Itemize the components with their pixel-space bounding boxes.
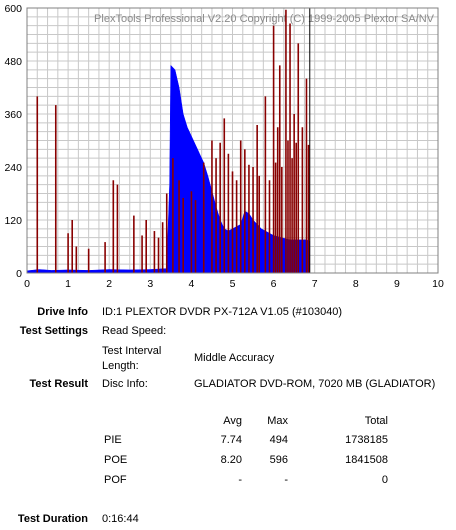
drive-info-label: Drive Info (37, 306, 88, 318)
table-row-pie-avg: 7.74 (220, 434, 242, 446)
test-interval-value: Middle Accuracy (194, 352, 275, 364)
read-speed-label: Read Speed: (102, 325, 167, 337)
table-row-pie-name: PIE (104, 434, 122, 446)
x-tick-label: 3 (147, 278, 153, 290)
table-row-poe-avg: 8.20 (220, 454, 242, 466)
plot-frame (26, 7, 439, 274)
table-row-pof-avg: - (238, 474, 242, 486)
table-row-pie-max: 494 (269, 434, 288, 446)
x-tick-label: 8 (353, 278, 359, 290)
poe-series (36, 9, 310, 273)
y-tick-label: 120 (4, 215, 22, 227)
drive-info-value: ID:1 PLEXTOR DVDR PX-712A V1.05 (#103040… (102, 306, 343, 318)
disc-info-label: Disc Info: (102, 378, 148, 390)
x-tick-label: 7 (312, 278, 318, 290)
test-settings-label: Test Settings (19, 325, 88, 337)
disc-info-value: GLADIATOR DVD-ROM, 7020 MB (GLADIATOR) (194, 378, 436, 390)
avg-header: Avg (223, 415, 242, 427)
x-tick-label: 2 (106, 278, 112, 290)
x-tick-label: 1 (65, 278, 71, 290)
table-row-poe-total: 1841508 (345, 454, 388, 466)
x-tick-label: 6 (271, 278, 277, 290)
table-row-pof-max: - (284, 474, 288, 486)
y-tick-label: 240 (4, 162, 22, 174)
test-duration-label: Test Duration (17, 513, 88, 525)
x-tick-label: 9 (394, 278, 400, 290)
table-row-pof-name: POF (104, 474, 127, 486)
chart: PlexTools Professional V2.20 Copyright (… (4, 3, 444, 290)
total-header: Total (364, 415, 388, 427)
y-tick-label: 600 (4, 3, 22, 15)
y-tick-label: 480 (4, 56, 22, 68)
table-row-poe-name: POE (104, 454, 128, 466)
table-row-pie-total: 1738185 (345, 434, 388, 446)
y-tick-label: 360 (4, 109, 22, 121)
max-header: Max (267, 415, 288, 427)
x-axis: 0 1 2 3 4 5 6 7 8 9 10 (24, 278, 444, 290)
test-interval-length-label: Length: (102, 360, 139, 372)
test-duration-value: 0:16:44 (102, 513, 139, 525)
x-tick-label: 0 (24, 278, 30, 290)
x-tick-label: 5 (230, 278, 236, 290)
test-result-label: Test Result (29, 378, 88, 390)
table-row-pof-total: 0 (381, 474, 388, 486)
x-tick-label: 10 (432, 278, 444, 290)
x-tick-label: 4 (188, 278, 194, 290)
y-axis: 0 120 240 360 480 600 (4, 3, 22, 280)
test-interval-label: Test Interval (102, 345, 162, 357)
y-tick-label: 0 (16, 268, 22, 280)
watermark: PlexTools Professional V2.20 Copyright (… (94, 13, 435, 25)
table-row-poe-max: 596 (269, 454, 288, 466)
